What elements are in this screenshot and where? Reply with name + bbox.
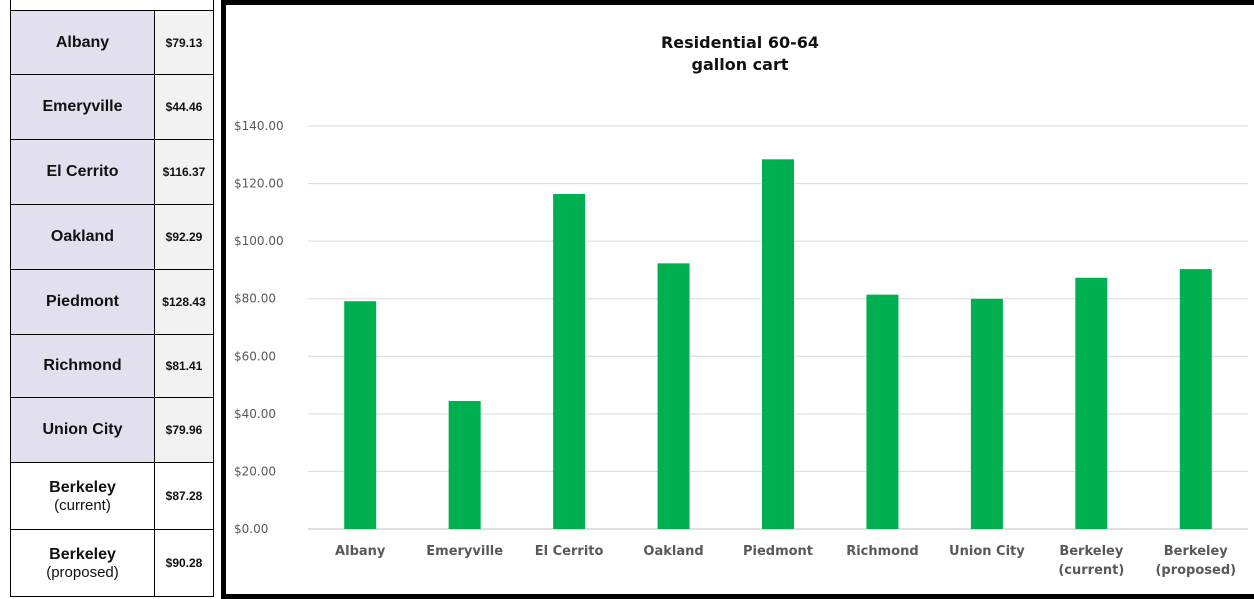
x-tick-label: Union City [949, 544, 1025, 559]
table-city-name: Oakland [50, 228, 115, 245]
y-tick-label: $140.00 [234, 119, 284, 133]
table-price-cell: $116.37 [155, 140, 213, 204]
x-tick-label: (proposed) [1155, 563, 1236, 578]
table-price-cell: $44.46 [155, 75, 213, 139]
table-city-cell: Union City [11, 398, 155, 462]
x-tick-label: Oakland [643, 544, 703, 559]
table-city-name: Albany [55, 33, 110, 51]
table-row: Albany $79.13 [11, 10, 213, 75]
y-tick-label: $0.00 [234, 522, 268, 536]
table-city-cell: Richmond [11, 335, 155, 397]
bar [1179, 269, 1212, 529]
table-city-cell: Berkeley (current) [11, 463, 155, 529]
table-city-cell: Emeryville [11, 75, 155, 139]
x-tick-label: (current) [1058, 563, 1124, 578]
table-city-qualifier: (proposed) [46, 563, 119, 581]
table-row: Berkeley (current) $87.28 [11, 463, 213, 530]
table-city-cell: Albany [11, 11, 155, 74]
table-city-name: Berkeley [49, 478, 116, 496]
table-city-name: Richmond [43, 357, 122, 374]
table-price-cell: $79.13 [155, 11, 213, 74]
table-price-cell: $128.43 [155, 270, 213, 334]
table-row: Oakland $92.29 [11, 205, 213, 270]
x-tick-label: Albany [335, 544, 386, 559]
table-city-name: Emeryville [42, 98, 123, 115]
x-tick-label: Berkeley [1059, 544, 1124, 559]
bar [762, 159, 794, 530]
table-city-cell: El Cerrito [11, 140, 155, 204]
bar [866, 294, 899, 529]
bar [1075, 277, 1108, 529]
table-price-cell: $81.41 [155, 335, 213, 397]
table-city-cell: Oakland [11, 205, 155, 269]
table-price-cell: $79.96 [155, 398, 213, 462]
bar [448, 401, 481, 529]
x-tick-label: Emeryville [426, 544, 503, 559]
y-tick-label: $40.00 [234, 407, 276, 421]
table-price-cell: $90.28 [155, 530, 213, 596]
table-city-name: Berkeley [49, 545, 116, 563]
bar [344, 301, 377, 529]
y-tick-label: $60.00 [234, 349, 276, 363]
bar [553, 194, 586, 530]
bar [970, 298, 1003, 529]
table-city-name: Union City [42, 421, 123, 438]
table-price-cell: $92.29 [155, 205, 213, 269]
table-row: Emeryville $44.46 [11, 75, 213, 140]
bar [657, 263, 690, 529]
table-city-cell: Piedmont [11, 270, 155, 334]
y-tick-label: $80.00 [234, 292, 276, 306]
table-row: Piedmont $128.43 [11, 270, 213, 335]
x-tick-label: Piedmont [743, 544, 813, 559]
bar-chart: $0.00 $20.00 $40.00 $60.00 $80.00 $100.00 $120… [234, 119, 1248, 578]
table-row: Richmond $81.41 [11, 335, 213, 398]
table-city-qualifier: (current) [54, 496, 111, 514]
y-tick-label: $120.00 [234, 177, 284, 191]
table-row: El Cerrito $116.37 [11, 140, 213, 205]
x-tick-label: Berkeley [1164, 544, 1229, 559]
y-tick-label: $20.00 [234, 464, 276, 478]
table-city-name: Piedmont [46, 293, 119, 310]
table-city-name: El Cerrito [46, 163, 119, 180]
chart-title-line-2: gallon cart [691, 55, 789, 74]
table-row: Union City $79.96 [11, 398, 213, 463]
chart-panel: Residential 60-64 gallon cart $0.00 $20.0… [221, 0, 1254, 599]
table-price-cell: $87.28 [155, 463, 213, 529]
chart-title-line-1: Residential 60-64 [660, 33, 820, 52]
table-row: Berkeley (proposed) $90.28 [11, 530, 213, 597]
table-city-cell: Berkeley (proposed) [11, 530, 155, 596]
price-table: Albany $79.13 Emeryville $44.46 El Cerrito $1… [10, 0, 214, 597]
x-tick-label: El Cerrito [535, 544, 604, 559]
x-tick-label: Richmond [846, 544, 918, 559]
y-tick-label: $100.00 [234, 234, 284, 248]
